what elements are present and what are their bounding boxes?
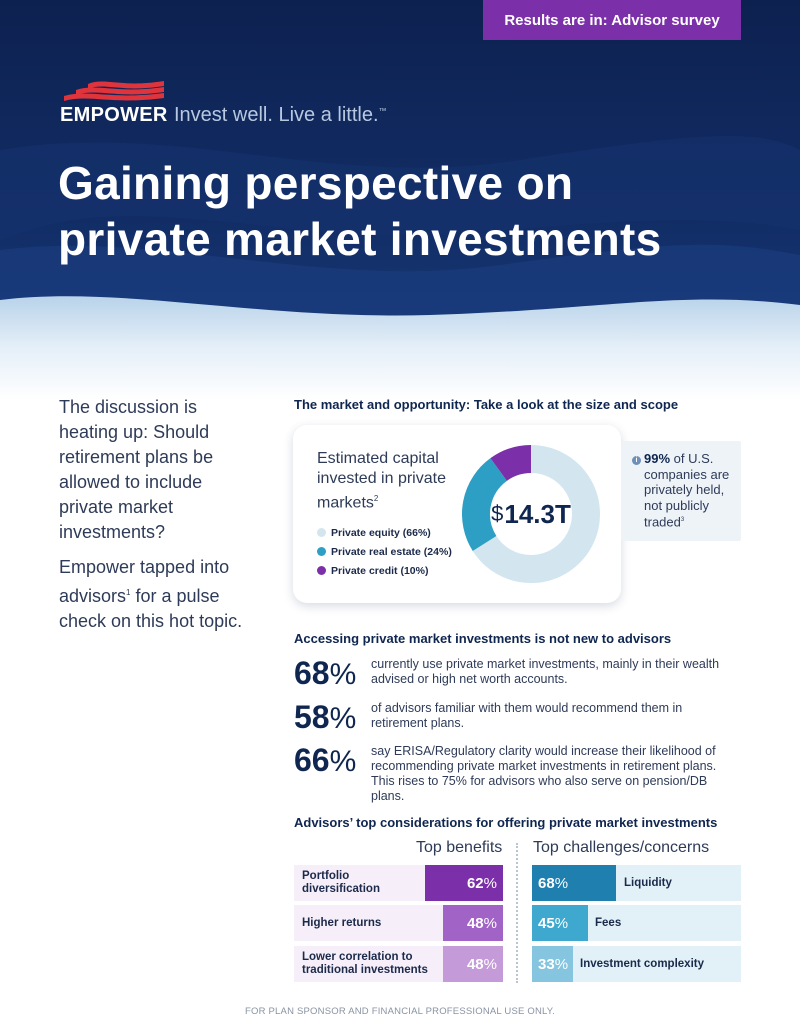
challenge-bar: 33% xyxy=(532,946,573,982)
legend-swatch xyxy=(317,566,326,575)
benefit-bar: 48% xyxy=(443,946,503,982)
challenge-label: Liquidity xyxy=(624,877,672,889)
brand-tagline: Invest well. Live a little.™ xyxy=(174,104,387,126)
stat-number: 68% xyxy=(294,655,357,691)
challenge-bar: 45% xyxy=(532,905,588,941)
empower-flag-logo-icon xyxy=(64,81,164,101)
considerations-heading: Advisors’ top considerations for offerin… xyxy=(294,815,718,830)
survey-tag: Results are in: Advisor survey xyxy=(483,0,741,40)
challenge-row: 33% Investment complexity xyxy=(532,946,741,982)
column-divider xyxy=(516,843,518,983)
fact-callout: i 99% of U.S. companies are privately he… xyxy=(621,441,741,541)
donut-legend: Private equity (66%) Private real estate… xyxy=(317,523,452,580)
legend-item-private-real-estate: Private real estate (24%) xyxy=(317,542,452,561)
info-icon: i xyxy=(632,456,641,465)
stat-text: of advisors familiar with them would rec… xyxy=(371,701,683,730)
legend-item-private-equity: Private equity (66%) xyxy=(317,523,452,542)
legend-swatch xyxy=(317,547,326,556)
challenge-label: Fees xyxy=(595,917,622,929)
legend-item-private-credit: Private credit (10%) xyxy=(317,561,452,580)
challenge-row: 45% Fees xyxy=(532,905,741,941)
benefit-label: Lower correlation to traditional investm… xyxy=(302,951,428,976)
market-card: Estimated capital invested in private ma… xyxy=(293,425,621,603)
hero-banner: Results are in: Advisor survey EMPOWER I… xyxy=(0,0,800,400)
market-heading: The market and opportunity: Take a look … xyxy=(294,397,679,412)
capital-donut-chart xyxy=(462,445,600,583)
challenge-bar: 68% xyxy=(532,865,616,901)
stat-number: 66% xyxy=(294,742,357,778)
benefits-column-heading: Top benefits xyxy=(416,839,503,856)
benefit-label: Portfolio diversification xyxy=(302,870,380,895)
benefit-label: Higher returns xyxy=(302,916,382,929)
benefit-row: Higher returns 48% xyxy=(294,905,503,941)
fact-text: 99% of U.S. companies are privately held… xyxy=(644,451,730,530)
benefit-bar: 62% xyxy=(425,865,503,901)
challenge-label: Investment complexity xyxy=(580,958,704,970)
stat-number: 58% xyxy=(294,699,357,735)
intro-paragraph-1: The discussion is heating up: Should ret… xyxy=(59,397,214,542)
donut-slice-private-real-estate xyxy=(462,458,508,551)
challenges-column-heading: Top challenges/concerns xyxy=(533,839,710,856)
page-title: Gaining perspective on private market in… xyxy=(58,157,662,265)
legend-swatch xyxy=(317,528,326,537)
benefit-row: Portfolio diversification 62% xyxy=(294,865,503,901)
footer-disclaimer: FOR PLAN SPONSOR AND FINANCIAL PROFESSIO… xyxy=(245,1006,555,1017)
benefit-bar: 48% xyxy=(443,905,503,941)
challenge-row: 68% Liquidity xyxy=(532,865,741,901)
hero-wave-background xyxy=(0,0,800,400)
donut-slice-private-equity xyxy=(472,445,600,583)
brand-name: EMPOWER xyxy=(60,104,168,126)
stat-text: say ERISA/Regulatory clarity would incre… xyxy=(371,744,717,803)
stat-text: currently use private market investments… xyxy=(371,657,720,686)
access-heading: Accessing private market investments is … xyxy=(294,631,672,646)
donut-slice-private-credit xyxy=(490,445,532,482)
market-card-title: Estimated capital invested in private ma… xyxy=(317,450,446,512)
donut-total: $14.3T xyxy=(491,498,571,529)
intro-text: The discussion is heating up: Should ret… xyxy=(59,395,259,644)
intro-paragraph-2: Empower tapped into advisors1 for a puls… xyxy=(59,557,243,631)
benefit-row: Lower correlation to traditional investm… xyxy=(294,946,503,982)
